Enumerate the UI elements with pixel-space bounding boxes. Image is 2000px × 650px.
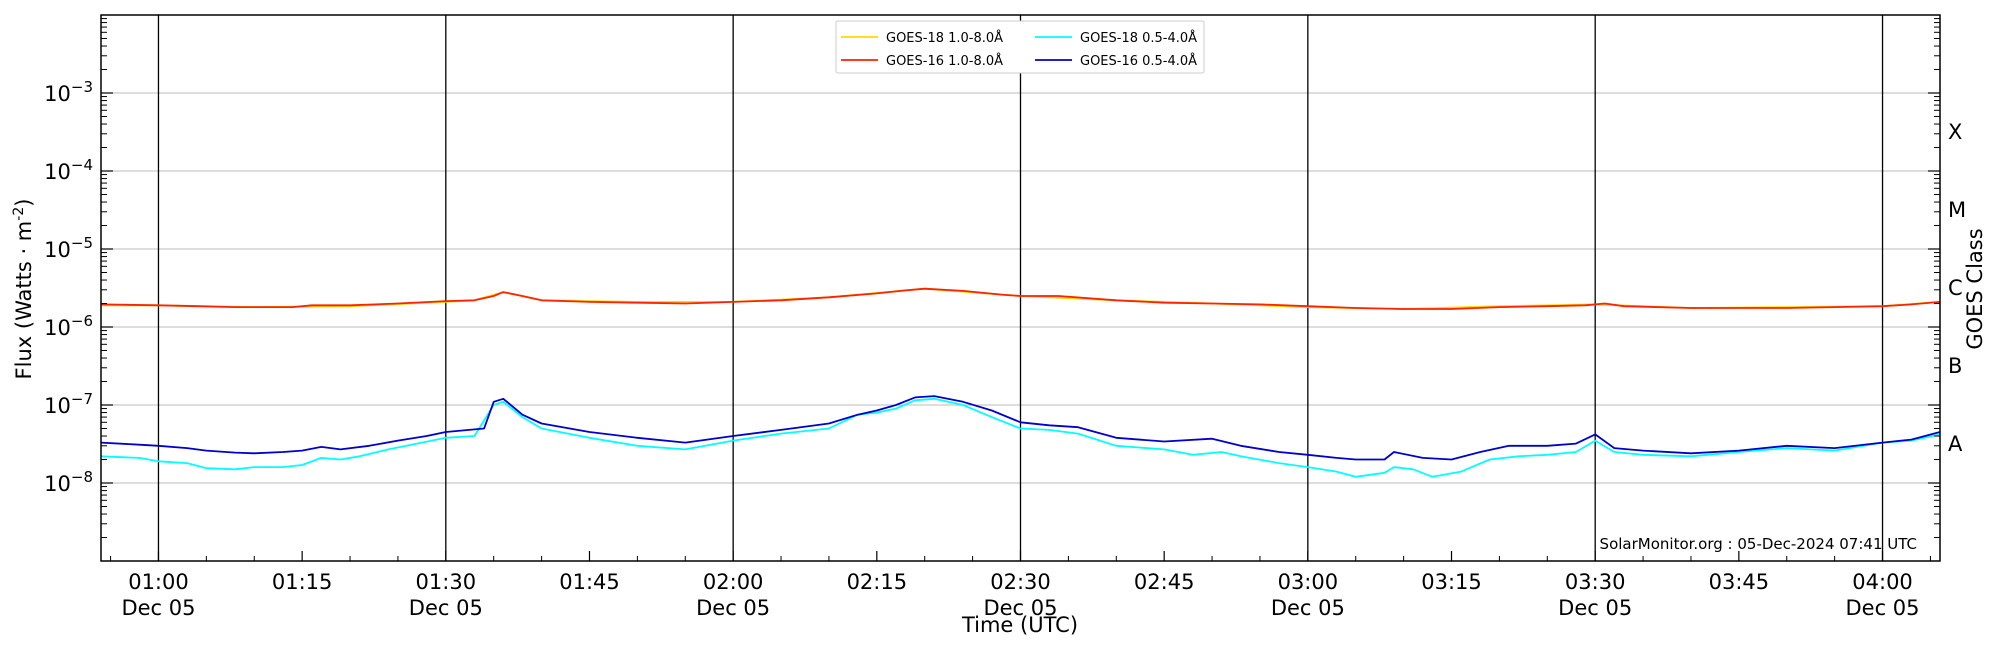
y-axis-title-exponent: -2	[11, 207, 27, 221]
series-line-2	[100, 287, 1941, 310]
x-tick-date-label: Dec 05	[983, 596, 1057, 620]
series-line-3	[100, 397, 1941, 478]
y-tick-label: 10−6	[44, 312, 93, 340]
grid-layer	[101, 15, 1940, 561]
y-tick-base: 10	[44, 472, 71, 496]
legend-label: GOES-18 0.5-4.0Å	[1080, 30, 1197, 46]
x-tick-label: 03:30	[1565, 570, 1626, 594]
y-tick-exponent: −7	[71, 390, 93, 408]
legend: GOES-18 1.0-8.0Å GOES-16 1.0-8.0Å GOES-18 …	[835, 20, 1205, 74]
y-tick-base: 10	[44, 238, 71, 262]
y-tick-base: 10	[44, 316, 71, 340]
y-tick-label: 10−8	[44, 468, 93, 496]
goes-class-label: X	[1948, 120, 1962, 144]
y-tick-exponent: −4	[71, 156, 93, 174]
series-layer	[100, 287, 1941, 478]
y-tick-exponent: −3	[71, 78, 93, 96]
y-tick-base: 10	[44, 160, 71, 184]
x-tick-label: 04:00	[1852, 570, 1913, 594]
y-tick-base: 10	[44, 394, 71, 418]
x-tick-label: 01:15	[272, 570, 333, 594]
x-tick-label: 03:00	[1278, 570, 1339, 594]
x-tick-label: 03:15	[1421, 570, 1482, 594]
x-tick-label: 02:15	[847, 570, 908, 594]
goes-class-label: C	[1948, 276, 1963, 300]
goes-class-label: M	[1948, 198, 1966, 222]
y-axis-title: Flux (Watts · m-2)	[11, 199, 36, 380]
y-tick-exponent: −5	[71, 234, 93, 252]
legend-box	[835, 20, 1205, 74]
x-axis-title: Time (UTC)	[961, 613, 1078, 637]
y-axis-title-suffix: )	[12, 199, 36, 207]
x-tick-label: 02:00	[703, 570, 764, 594]
y-tick-label: 10−7	[44, 390, 93, 418]
x-tick-date-label: Dec 05	[409, 596, 483, 620]
x-tick-date-label: Dec 05	[121, 596, 195, 620]
x-tick-date-label: Dec 05	[1271, 596, 1345, 620]
y-tick-label: 10−3	[44, 78, 93, 106]
y-tick-base: 10	[44, 82, 71, 106]
series-line-4	[100, 395, 1941, 461]
x-tick-label: 01:45	[559, 570, 620, 594]
x-tick-date-label: Dec 05	[1558, 596, 1632, 620]
y-tick-label: 10−5	[44, 234, 93, 262]
y-tick-exponent: −8	[71, 468, 93, 486]
y-axis-title-main: Flux (Watts · m	[12, 221, 36, 380]
goes-class-label: A	[1948, 432, 1963, 456]
x-tick-label: 02:45	[1134, 570, 1195, 594]
x-tick-label: 03:45	[1709, 570, 1770, 594]
x-tick-label: 01:30	[416, 570, 477, 594]
y-tick-exponent: −6	[71, 312, 93, 330]
x-tick-date-label: Dec 05	[1846, 596, 1920, 620]
goes-class-label: B	[1948, 354, 1962, 378]
x-tick-label: 02:30	[990, 570, 1051, 594]
legend-label: GOES-16 0.5-4.0Å	[1080, 53, 1197, 69]
legend-label: GOES-18 1.0-8.0Å	[886, 30, 1003, 46]
credit-text: SolarMonitor.org : 05-Dec-2024 07:41 UTC	[1600, 535, 1917, 553]
x-tick-date-label: Dec 05	[696, 596, 770, 620]
goes-class-axis-title: GOES Class	[1963, 228, 1987, 349]
x-tick-label: 01:00	[128, 570, 189, 594]
y-tick-label: 10−4	[44, 156, 93, 184]
legend-label: GOES-16 1.0-8.0Å	[886, 53, 1003, 69]
